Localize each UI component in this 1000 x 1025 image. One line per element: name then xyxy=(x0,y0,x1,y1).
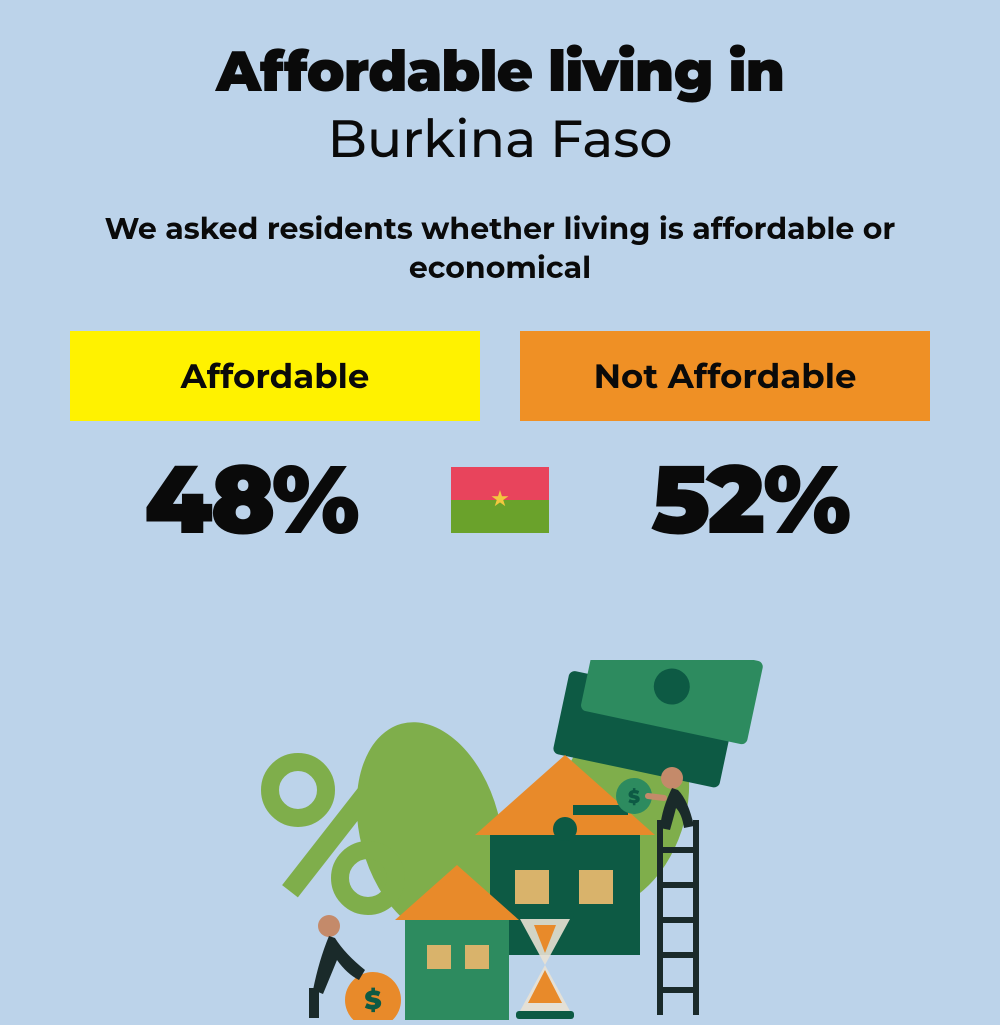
affordable-percent: 48% xyxy=(70,441,431,558)
person-rolling-coin-icon: $ xyxy=(309,915,401,1020)
country-name: Burkina Faso xyxy=(0,108,1000,171)
svg-text:$: $ xyxy=(364,984,381,1016)
housing-money-illustration-icon: $ $ xyxy=(220,660,780,1020)
infographic-canvas: Affordable living in Burkina Faso We ask… xyxy=(0,0,1000,1000)
burkina-faso-flag-icon: ★ xyxy=(451,467,549,533)
not-affordable-pill: Not Affordable xyxy=(520,331,930,421)
title-block: Affordable living in Burkina Faso xyxy=(0,0,1000,171)
hourglass-icon xyxy=(516,911,574,1019)
affordable-pill: Affordable xyxy=(70,331,480,421)
svg-text:$: $ xyxy=(628,786,640,808)
comparison-labels: Affordable Not Affordable xyxy=(0,331,1000,421)
percent-row: 48% ★ 52% xyxy=(0,441,1000,558)
not-affordable-percent: 52% xyxy=(569,441,930,558)
title-line: Affordable living in xyxy=(0,38,1000,106)
subtitle: We asked residents whether living is aff… xyxy=(0,209,1000,287)
